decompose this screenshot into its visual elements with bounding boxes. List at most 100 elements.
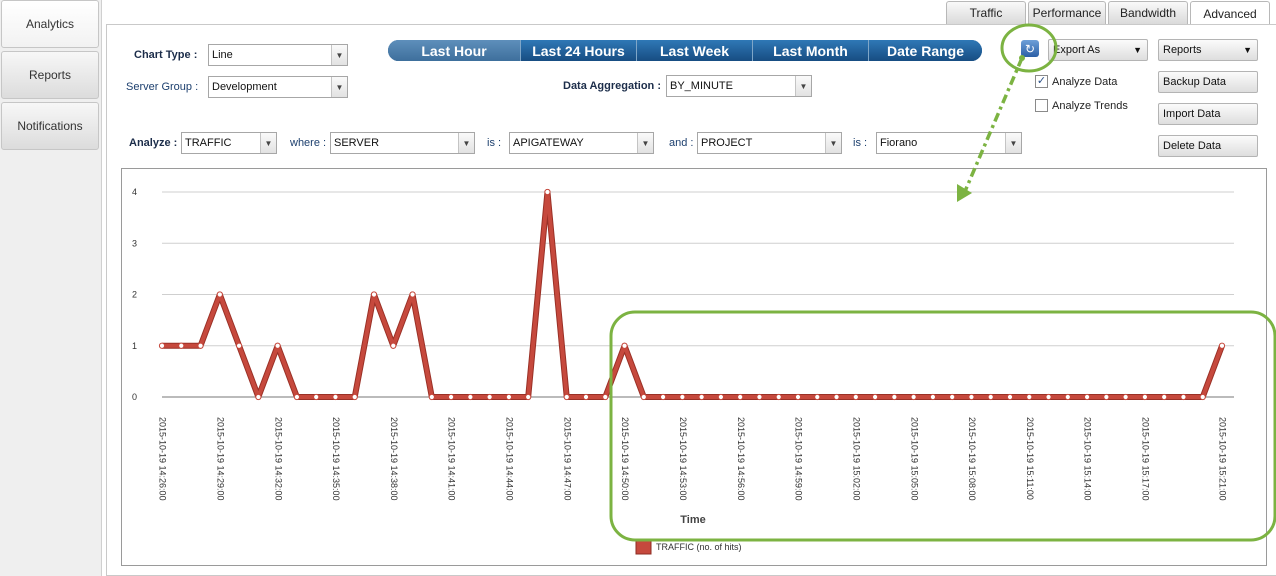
where-label: where : (290, 137, 327, 149)
export-as-dropdown[interactable]: Export As ▼ (1048, 39, 1148, 61)
data-point (891, 393, 898, 401)
where-select[interactable]: SERVER ▼ (330, 132, 475, 154)
refresh-icon[interactable]: ↻ (1021, 40, 1039, 57)
data-point (313, 393, 320, 401)
x-tick-label: 2015-10-19 14:59:00 (794, 417, 804, 501)
server-group-select[interactable]: Development ▼ (208, 76, 348, 98)
data-point (852, 393, 859, 401)
and-label: and : (669, 137, 694, 149)
left-navigation: Analytics Reports Notifications (0, 0, 102, 576)
tab-traffic[interactable]: Traffic (946, 1, 1026, 24)
x-tick-label: 2015-10-19 15:11:00 (1025, 417, 1035, 500)
tab-bandwidth-label: Bandwidth (1119, 6, 1177, 20)
legend-swatch (635, 538, 652, 555)
x-tick-label: 2015-10-19 14:56:00 (736, 417, 746, 501)
x-tick-label: 2015-10-19 15:05:00 (909, 417, 919, 501)
data-aggregation-label: Data Aggregation : (563, 80, 661, 92)
x-axis-title: Time (680, 514, 705, 526)
range-last-hour[interactable]: Last Hour (388, 40, 520, 61)
y-tick-label: 1 (132, 341, 137, 351)
data-aggregation-value: BY_MINUTE (670, 80, 733, 92)
analyze-metric-select[interactable]: TRAFFIC ▼ (181, 132, 277, 154)
data-point (525, 393, 532, 401)
data-point (1103, 393, 1110, 401)
nav-notifications[interactable]: Notifications (1, 102, 99, 150)
range-last-month[interactable]: Last Month (752, 40, 868, 61)
where-value: SERVER (334, 137, 380, 149)
data-aggregation-select[interactable]: BY_MINUTE ▼ (666, 75, 812, 97)
import-data-button[interactable]: Import Data (1158, 103, 1258, 125)
legend-label: TRAFFIC (no. of hits) (656, 542, 742, 552)
data-point (582, 393, 590, 401)
time-range-bar: Last Hour Last 24 Hours Last Week Last M… (388, 40, 982, 61)
data-point (505, 393, 513, 401)
data-point (756, 393, 763, 401)
data-point (447, 393, 455, 401)
chevron-down-icon: ▼ (331, 77, 347, 97)
data-point (563, 393, 570, 401)
analyze-trends-checkbox[interactable]: Analyze Trends (1035, 99, 1128, 112)
chart-grid (162, 191, 1234, 398)
x-tick-label: 2015-10-19 14:35:00 (331, 417, 341, 501)
is2-value: Fiorano (880, 137, 918, 149)
tab-advanced[interactable]: Advanced (1190, 1, 1270, 25)
data-point (1064, 393, 1071, 401)
x-tick-label: 2015-10-19 14:38:00 (389, 417, 399, 501)
nav-reports[interactable]: Reports (1, 51, 99, 99)
range-last-week[interactable]: Last Week (636, 40, 752, 61)
nav-reports-label: Reports (28, 68, 72, 82)
data-point (255, 393, 262, 401)
chevron-down-icon: ▼ (825, 133, 841, 153)
data-point (968, 393, 975, 401)
data-point (659, 393, 667, 401)
y-tick-label: 4 (132, 187, 137, 197)
delete-data-button[interactable]: Delete Data (1158, 135, 1258, 157)
data-point (1026, 393, 1033, 401)
is-select[interactable]: APIGATEWAY ▼ (509, 132, 654, 154)
tab-traffic-label: Traffic (969, 6, 1003, 20)
analyze-label: Analyze : (129, 137, 178, 149)
x-tick-label: 2015-10-19 14:53:00 (678, 417, 688, 501)
nav-analytics[interactable]: Analytics (1, 0, 99, 48)
server-group-value: Development (212, 81, 277, 93)
analyze-data-checkbox[interactable]: ✓ Analyze Data (1035, 75, 1117, 88)
is2-select[interactable]: Fiorano ▼ (876, 132, 1022, 154)
chevron-down-icon: ▼ (1005, 133, 1021, 153)
and-select[interactable]: PROJECT ▼ (697, 132, 842, 154)
x-tick-label: 2015-10-19 14:32:00 (273, 417, 283, 501)
y-tick-label: 2 (132, 290, 137, 300)
data-point (949, 393, 956, 401)
nav-analytics-label: Analytics (25, 17, 75, 31)
data-point (409, 291, 416, 298)
backup-data-button[interactable]: Backup Data (1158, 71, 1258, 93)
data-point (794, 393, 802, 401)
backup-data-label: Backup Data (1163, 76, 1226, 88)
data-point (679, 393, 686, 401)
data-point (467, 393, 474, 401)
x-tick-label: 2015-10-19 15:17:00 (1141, 417, 1151, 501)
range-date-range[interactable]: Date Range (868, 40, 982, 61)
chart-type-select[interactable]: Line ▼ (208, 44, 348, 66)
is2-label: is : (853, 137, 868, 149)
is-label: is : (487, 137, 502, 149)
x-tick-label: 2015-10-19 15:08:00 (967, 417, 977, 501)
analyze-trends-label: Analyze Trends (1052, 99, 1128, 112)
range-last-24-hours[interactable]: Last 24 Hours (520, 40, 636, 61)
server-group-label: Server Group : (126, 81, 199, 93)
data-point (987, 393, 994, 401)
chevron-down-icon: ▼ (637, 133, 653, 153)
delete-data-label: Delete Data (1163, 140, 1222, 152)
reports-dropdown[interactable]: Reports ▼ (1158, 39, 1258, 61)
x-tick-label: 2015-10-19 14:26:00 (158, 417, 168, 501)
data-point (1122, 393, 1129, 401)
tab-advanced-label: Advanced (1203, 6, 1257, 21)
data-point (1180, 393, 1187, 401)
data-point (486, 393, 493, 401)
data-point (1141, 393, 1149, 401)
tab-bandwidth[interactable]: Bandwidth (1108, 1, 1188, 24)
tab-performance[interactable]: Performance (1028, 1, 1106, 24)
data-point (1083, 393, 1091, 401)
chevron-down-icon: ▼ (331, 45, 347, 65)
data-point (216, 291, 223, 298)
data-point (390, 342, 397, 349)
